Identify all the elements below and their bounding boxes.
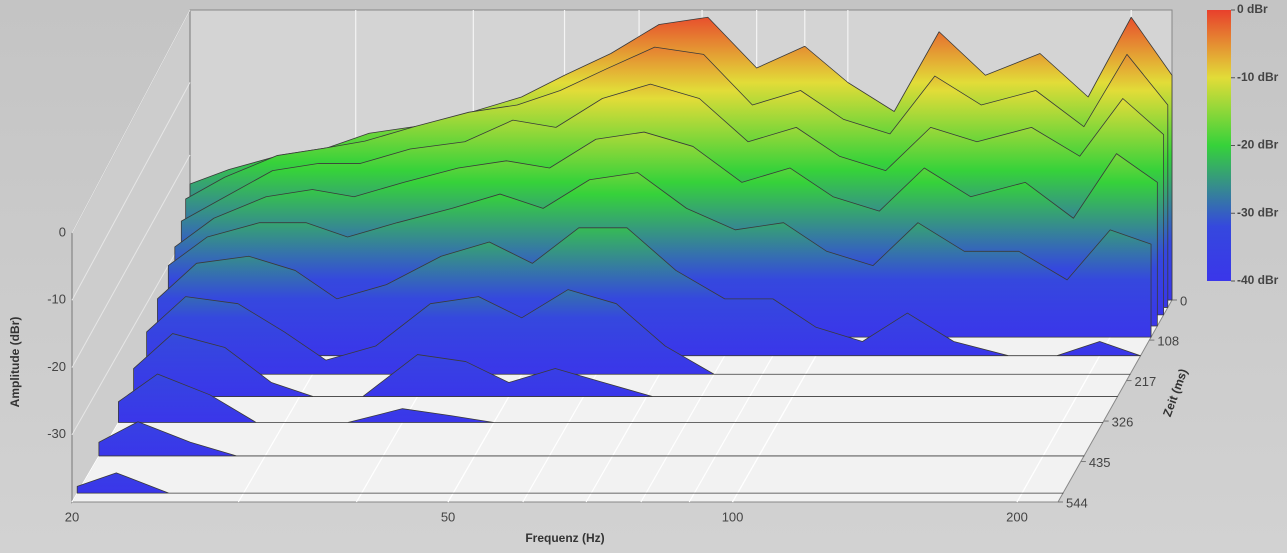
y-tick-label: 0 <box>59 224 66 239</box>
spectrum-slice <box>76 472 1064 494</box>
y-tick-label: -20 <box>47 359 66 374</box>
z-tick-label: 217 <box>1135 374 1157 389</box>
y-grid-line <box>71 82 191 301</box>
x-tick-label: 100 <box>722 509 744 524</box>
colorbar-label: -40 dBr <box>1237 273 1279 287</box>
spectrum-slice <box>146 289 1131 375</box>
y-axis-title: Amplitude (dBr) <box>8 317 22 408</box>
z-tick-label: 435 <box>1089 455 1111 470</box>
plot-area: 20 50 100 200 0 -10 -20 -30 0 108 217 326 435 544 <box>47 9 1187 524</box>
colorbar <box>1207 10 1231 281</box>
spectrum-slice <box>157 227 1141 357</box>
colorbar-label: -30 dBr <box>1237 205 1279 219</box>
z-tick-label: 544 <box>1066 495 1088 510</box>
x-axis-title: Frequenz (Hz) <box>525 531 604 545</box>
x-tick-label: 20 <box>65 509 79 524</box>
colorbar-label: -10 dBr <box>1237 70 1279 84</box>
x-tick-label: 200 <box>1006 509 1028 524</box>
z-tick-label: 326 <box>1112 414 1134 429</box>
y-grid-line <box>71 227 191 435</box>
z-tick-label: 108 <box>1157 334 1179 349</box>
z-tick-label: 0 <box>1180 293 1187 308</box>
spectrum-slice <box>118 373 1104 423</box>
y-tick-label: -30 <box>47 426 66 441</box>
x-tick-label: 50 <box>441 509 455 524</box>
colorbar-label: -20 dBr <box>1237 138 1279 152</box>
spectrum-slice <box>98 421 1085 457</box>
spectrum-slice <box>133 333 1118 397</box>
y-grid-line <box>71 154 191 368</box>
colorbar-label: 0 dBr <box>1237 2 1268 16</box>
y-tick-label: -10 <box>47 292 66 307</box>
y-grid-line <box>71 9 191 234</box>
